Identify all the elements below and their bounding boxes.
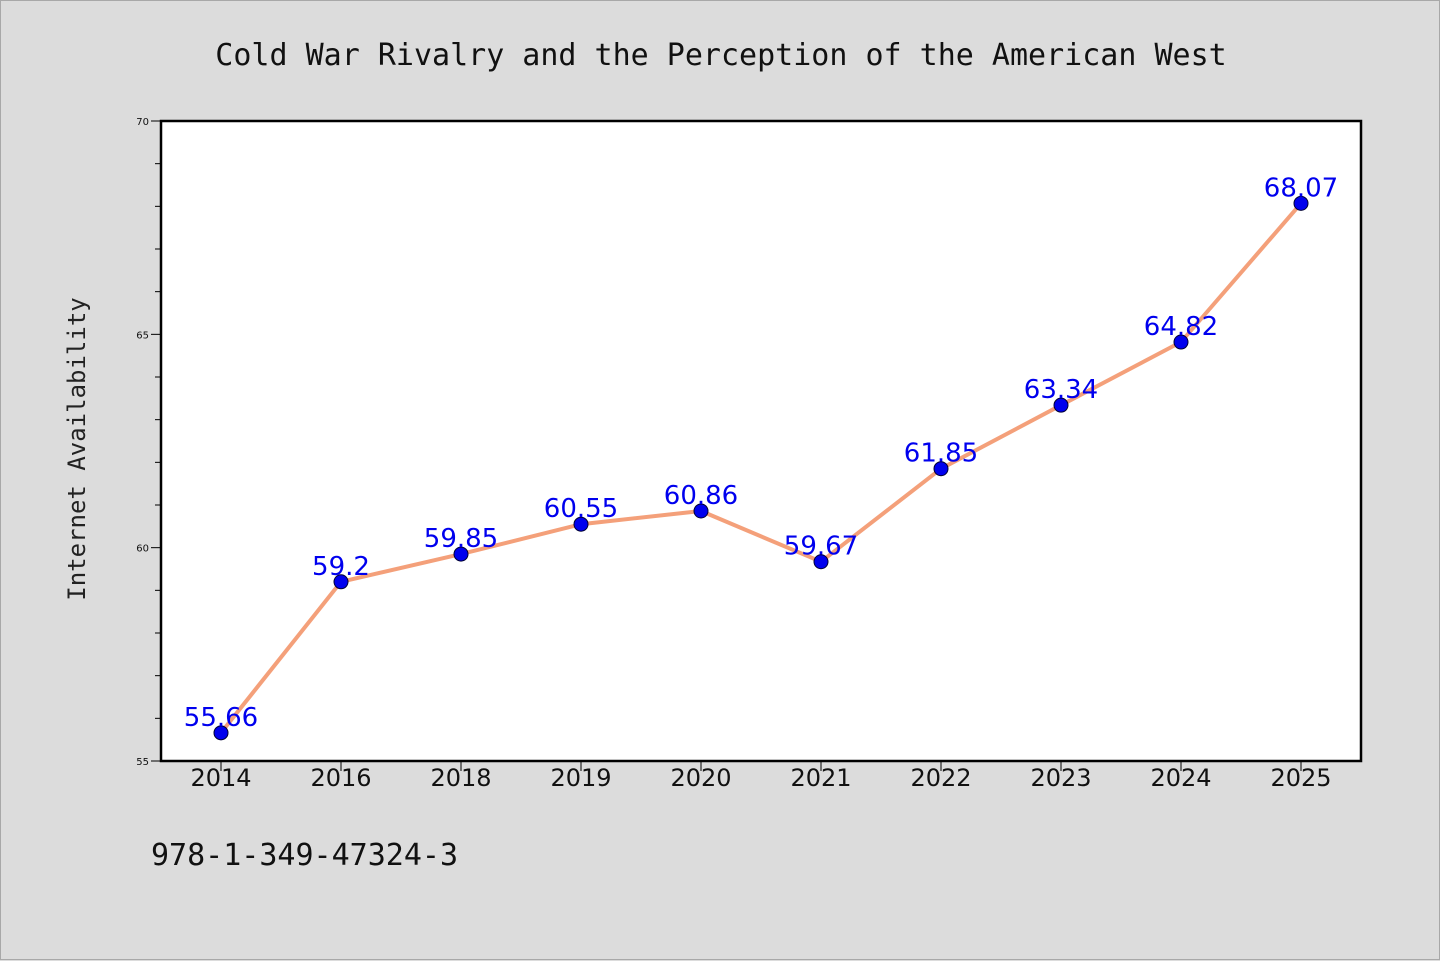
series-line-layer	[219, 201, 1303, 735]
data-label: 59.85	[424, 524, 498, 554]
data-point	[1053, 397, 1069, 413]
data-label: 68.07	[1264, 173, 1338, 203]
data-point	[333, 574, 349, 590]
y-tick-label: 70	[136, 117, 149, 128]
y-tick-label: 55	[136, 757, 149, 768]
x-tick-label: 2025	[1270, 764, 1331, 792]
data-point	[453, 546, 469, 562]
y-axis-label: Internet Availability	[63, 297, 91, 600]
data-point	[573, 516, 589, 532]
data-point	[213, 725, 229, 741]
x-tick-label: 2014	[190, 764, 251, 792]
x-tick-label: 2020	[670, 764, 731, 792]
isbn-note: 978-1-349-47324-3	[151, 838, 458, 873]
data-label: 60.55	[544, 494, 618, 524]
series-line	[219, 201, 1303, 735]
chart-title: Cold War Rivalry and the Perception of t…	[215, 38, 1226, 73]
y-tick-label: 60	[136, 544, 149, 555]
x-tick-label: 2022	[910, 764, 971, 792]
x-tick-labels: 2014 2016 2018 2019 2020 2021 2022 2023 2024 2025	[190, 764, 1331, 792]
plot-border	[159, 119, 1363, 763]
marker-layer	[213, 195, 1309, 741]
data-point	[1173, 334, 1189, 350]
data-point	[1293, 195, 1309, 211]
y-tick-labels: 55 60 65 70	[136, 117, 149, 768]
x-tick-label: 2018	[430, 764, 491, 792]
data-label: 59.2	[312, 552, 370, 582]
data-label-layer: 55.66 59.2 59.85 60.55 60.86 59.67 61.85 63.34 6…	[184, 173, 1338, 732]
x-tick-label: 2021	[790, 764, 851, 792]
x-tick-label: 2023	[1030, 764, 1091, 792]
data-point	[933, 461, 949, 477]
data-label: 55.66	[184, 703, 258, 733]
data-point	[813, 554, 829, 570]
x-tick-label: 2016	[310, 764, 371, 792]
data-label: 64.82	[1144, 312, 1218, 342]
data-label: 60.86	[664, 481, 738, 511]
x-tick-label: 2019	[550, 764, 611, 792]
data-label: 61.85	[904, 439, 978, 469]
data-label: 63.34	[1024, 375, 1098, 405]
y-tick-label: 65	[136, 330, 149, 341]
data-label: 59.67	[784, 532, 858, 562]
data-point	[693, 503, 709, 519]
x-tick-label: 2024	[1150, 764, 1211, 792]
plot-area	[161, 121, 1361, 761]
